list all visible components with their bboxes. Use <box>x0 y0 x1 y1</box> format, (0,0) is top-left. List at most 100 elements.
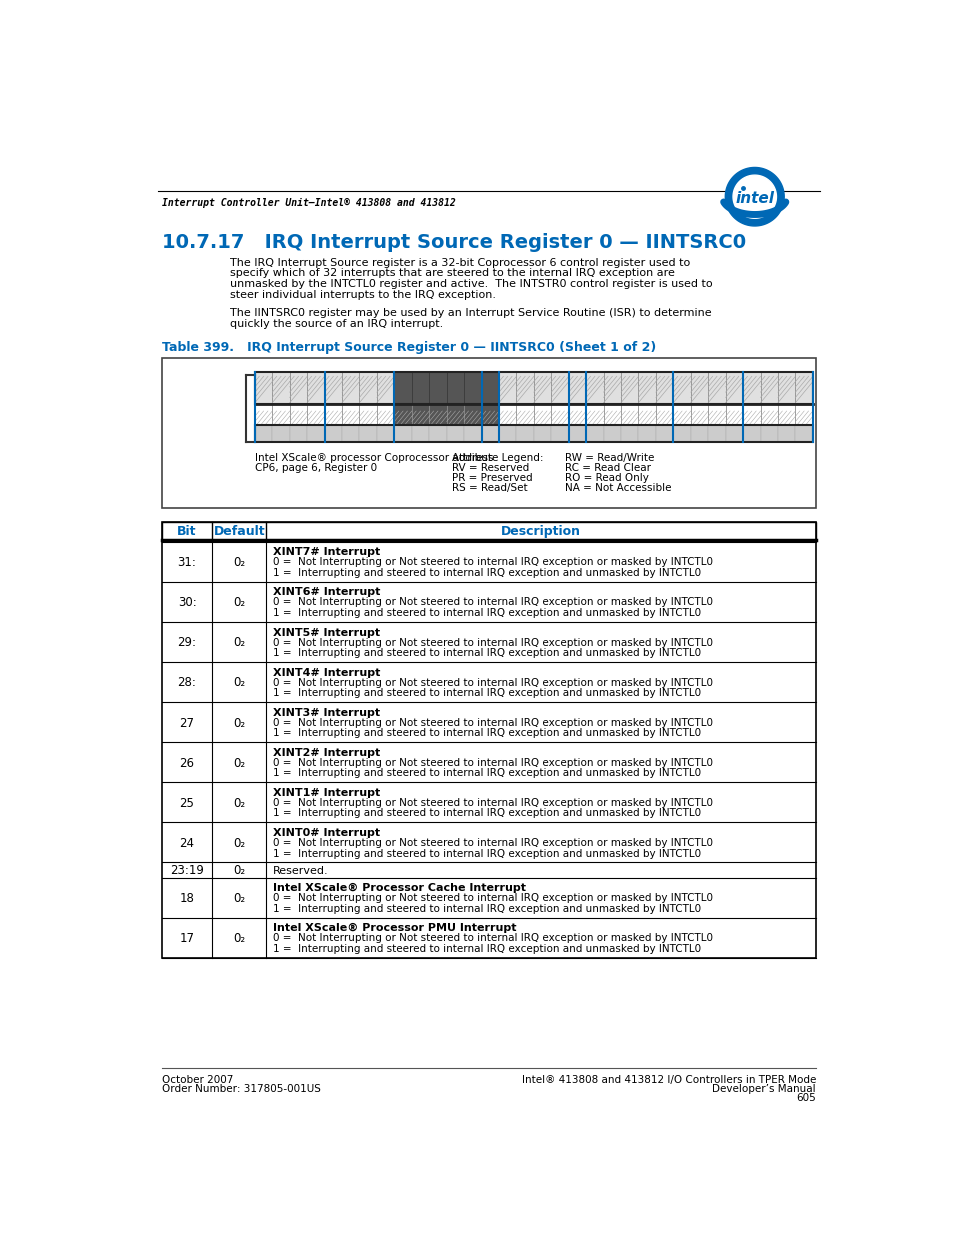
Bar <box>760 425 778 442</box>
Bar <box>464 372 481 404</box>
Bar <box>516 425 534 442</box>
Bar <box>516 372 534 404</box>
Bar <box>324 404 342 425</box>
Text: Default: Default <box>213 525 265 538</box>
Bar <box>446 372 464 404</box>
Bar <box>725 425 742 442</box>
Bar <box>534 372 551 404</box>
Text: RV = Reserved: RV = Reserved <box>452 463 529 473</box>
Text: NA = Not Accessible: NA = Not Accessible <box>564 483 671 493</box>
Text: 0₂: 0₂ <box>233 864 245 877</box>
Bar <box>376 404 394 425</box>
Bar <box>760 404 778 425</box>
Text: 0 =  Not Interrupting or Not steered to internal IRQ exception or masked by INTC: 0 = Not Interrupting or Not steered to i… <box>273 557 712 567</box>
Bar <box>412 404 429 425</box>
Text: 1 =  Interrupting and steered to internal IRQ exception and unmasked by INTCTL0: 1 = Interrupting and steered to internal… <box>273 568 700 578</box>
Text: 18: 18 <box>179 892 194 905</box>
Text: XINT6# Interrupt: XINT6# Interrupt <box>273 588 379 598</box>
Text: 1 =  Interrupting and steered to internal IRQ exception and unmasked by INTCTL0: 1 = Interrupting and steered to internal… <box>273 768 700 778</box>
Bar <box>498 404 516 425</box>
Text: 1 =  Interrupting and steered to internal IRQ exception and unmasked by INTCTL0: 1 = Interrupting and steered to internal… <box>273 688 700 698</box>
Bar <box>620 404 638 425</box>
Bar <box>342 404 359 425</box>
Text: XINT2# Interrupt: XINT2# Interrupt <box>273 747 379 757</box>
Bar <box>707 404 725 425</box>
Text: 0 =  Not Interrupting or Not steered to internal IRQ exception or masked by INTC: 0 = Not Interrupting or Not steered to i… <box>273 678 712 688</box>
Text: The IINTSRC0 register may be used by an Interrupt Service Routine (ISR) to deter: The IINTSRC0 register may be used by an … <box>230 309 711 319</box>
Text: XINT1# Interrupt: XINT1# Interrupt <box>273 788 379 798</box>
Bar <box>568 372 585 404</box>
Text: 1 =  Interrupting and steered to internal IRQ exception and unmasked by INTCTL0: 1 = Interrupting and steered to internal… <box>273 809 700 819</box>
Text: quickly the source of an IRQ interrupt.: quickly the source of an IRQ interrupt. <box>230 319 443 330</box>
Text: 0 =  Not Interrupting or Not steered to internal IRQ exception or masked by INTC: 0 = Not Interrupting or Not steered to i… <box>273 757 712 768</box>
Bar <box>620 425 638 442</box>
Text: Order Number: 317805-001US: Order Number: 317805-001US <box>162 1084 320 1094</box>
Bar <box>690 372 707 404</box>
Bar <box>778 425 795 442</box>
Bar <box>568 425 585 442</box>
Bar <box>638 425 656 442</box>
Text: 0 =  Not Interrupting or Not steered to internal IRQ exception or masked by INTC: 0 = Not Interrupting or Not steered to i… <box>273 893 712 903</box>
Text: 10.7.17   IRQ Interrupt Source Register 0 — IINTSRC0: 10.7.17 IRQ Interrupt Source Register 0 … <box>162 233 745 252</box>
Bar <box>620 372 638 404</box>
Text: Intel XScale® Processor Cache Interrupt: Intel XScale® Processor Cache Interrupt <box>273 883 525 893</box>
Text: 0 =  Not Interrupting or Not steered to internal IRQ exception or masked by INTC: 0 = Not Interrupting or Not steered to i… <box>273 637 712 647</box>
Bar <box>162 878 815 918</box>
Bar <box>394 425 412 442</box>
Bar <box>690 404 707 425</box>
Bar <box>742 372 760 404</box>
Bar <box>481 404 498 425</box>
Bar <box>673 425 690 442</box>
Bar <box>795 425 812 442</box>
Bar <box>690 425 707 442</box>
Bar <box>568 404 585 425</box>
Text: 23:19: 23:19 <box>170 864 204 877</box>
Text: 0 =  Not Interrupting or Not steered to internal IRQ exception or masked by INTC: 0 = Not Interrupting or Not steered to i… <box>273 718 712 727</box>
Bar <box>795 372 812 404</box>
Text: 17: 17 <box>179 932 194 945</box>
Bar <box>585 425 603 442</box>
Bar <box>429 372 446 404</box>
Bar <box>394 372 412 404</box>
Bar <box>707 425 725 442</box>
Bar <box>498 372 516 404</box>
Bar <box>498 425 516 442</box>
Text: 24: 24 <box>179 836 194 850</box>
Text: 0₂: 0₂ <box>233 716 245 730</box>
Text: 1 =  Interrupting and steered to internal IRQ exception and unmasked by INTCTL0: 1 = Interrupting and steered to internal… <box>273 729 700 739</box>
Bar <box>254 372 272 404</box>
Bar <box>429 404 446 425</box>
Text: 1 =  Interrupting and steered to internal IRQ exception and unmasked by INTCTL0: 1 = Interrupting and steered to internal… <box>273 848 700 858</box>
Text: XINT3# Interrupt: XINT3# Interrupt <box>273 708 379 718</box>
Bar <box>359 404 376 425</box>
Bar <box>342 372 359 404</box>
Bar <box>585 372 603 404</box>
Text: steer individual interrupts to the IRQ exception.: steer individual interrupts to the IRQ e… <box>230 290 496 300</box>
Bar <box>464 404 481 425</box>
Text: 28:: 28: <box>177 677 196 689</box>
Text: 0₂: 0₂ <box>233 932 245 945</box>
Bar <box>516 404 534 425</box>
Bar <box>673 372 690 404</box>
Bar <box>162 918 815 958</box>
Text: Reserved.: Reserved. <box>273 866 328 876</box>
Text: 0₂: 0₂ <box>233 597 245 609</box>
Text: Intel XScale® Processor PMU Interrupt: Intel XScale® Processor PMU Interrupt <box>273 924 516 934</box>
Bar <box>534 404 551 425</box>
Bar <box>290 425 307 442</box>
Text: 0₂: 0₂ <box>233 836 245 850</box>
Bar <box>272 425 290 442</box>
Bar <box>551 404 568 425</box>
Text: 0 =  Not Interrupting or Not steered to internal IRQ exception or masked by INTC: 0 = Not Interrupting or Not steered to i… <box>273 837 712 847</box>
Polygon shape <box>732 175 776 219</box>
Bar <box>162 542 815 582</box>
Bar <box>551 425 568 442</box>
Text: XINT7# Interrupt: XINT7# Interrupt <box>273 547 379 557</box>
Text: XINT0# Interrupt: XINT0# Interrupt <box>273 827 379 837</box>
Bar <box>307 425 324 442</box>
Bar <box>725 404 742 425</box>
Bar <box>307 404 324 425</box>
Text: unmasked by the INTCTL0 register and active.  The INTSTR0 control register is us: unmasked by the INTCTL0 register and act… <box>230 279 712 289</box>
Bar <box>359 425 376 442</box>
Text: 29:: 29: <box>177 636 196 650</box>
